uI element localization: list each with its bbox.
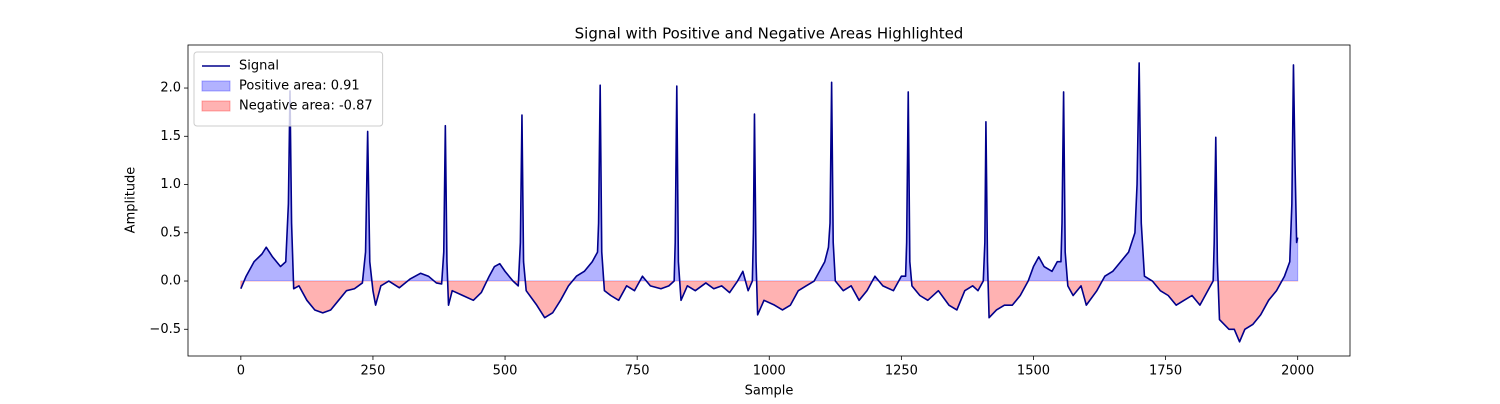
y-tick-label: 1.5 [160,129,181,144]
x-tick-label: 500 [493,364,518,379]
y-tick-label: 2.0 [160,81,181,96]
legend-swatch [201,100,231,112]
signal-line [240,62,1299,343]
y-tick-label: −0.5 [149,322,181,337]
x-axis-label: Sample [745,384,794,399]
legend-label: Negative area: -0.87 [239,99,373,114]
x-tick-label: 0 [237,364,245,379]
y-tick-label: 0.0 [160,274,181,289]
y-tick-label: 1.0 [160,177,181,192]
x-tick-label: 250 [361,364,386,379]
legend-label: Positive area: 0.91 [239,79,360,94]
legend-box [193,51,384,127]
legend-label: Signal [239,59,279,74]
x-tick-label: 2000 [1281,364,1314,379]
x-tick-label: 750 [625,364,650,379]
legend-swatch [201,80,231,92]
x-tick-label: 1000 [753,364,786,379]
chart-title: Signal with Positive and Negative Areas … [575,25,964,43]
x-tick-label: 1500 [1017,364,1050,379]
x-tick-label: 1750 [1149,364,1182,379]
y-tick-label: 0.5 [160,225,181,240]
y-axis-label: Amplitude [124,167,139,234]
x-tick-label: 1250 [885,364,918,379]
